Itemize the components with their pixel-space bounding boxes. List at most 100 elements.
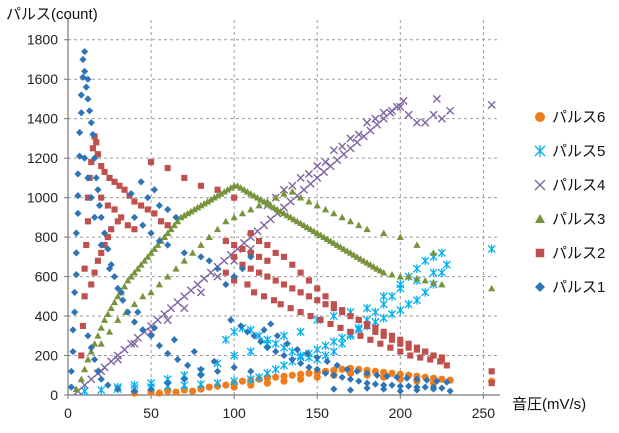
data-point	[321, 341, 330, 350]
data-point	[279, 331, 289, 341]
data-point	[363, 379, 371, 387]
data-point	[163, 315, 172, 325]
data-point	[380, 332, 387, 339]
data-point	[379, 108, 388, 117]
data-point	[387, 106, 397, 115]
data-point	[272, 194, 280, 201]
data-point	[107, 261, 115, 269]
data-point	[97, 241, 105, 249]
data-point	[297, 194, 305, 201]
data-point	[383, 372, 391, 380]
data-point	[84, 332, 92, 340]
data-point	[430, 352, 437, 359]
data-point	[189, 387, 197, 395]
data-point	[76, 152, 84, 160]
data-point	[417, 354, 424, 361]
data-point	[197, 182, 204, 189]
data-point	[217, 190, 225, 197]
data-point	[289, 285, 296, 292]
y-tick-label: 400	[35, 308, 59, 324]
data-point	[87, 119, 95, 127]
data-point	[255, 372, 264, 382]
data-point	[190, 347, 198, 356]
data-point	[353, 138, 362, 147]
data-point	[346, 217, 355, 225]
data-point	[147, 332, 155, 340]
data-point	[180, 375, 188, 383]
data-point	[442, 260, 451, 270]
data-point	[200, 274, 209, 283]
data-point	[338, 373, 346, 381]
data-point	[213, 225, 222, 233]
data-point	[107, 304, 115, 312]
data-point	[147, 249, 155, 256]
y-tick-label: 200	[35, 348, 59, 364]
data-point	[197, 365, 205, 373]
data-point	[346, 144, 355, 153]
data-point	[338, 142, 347, 151]
data-point	[247, 265, 254, 272]
data-point	[118, 214, 125, 221]
data-point	[101, 168, 108, 176]
data-point	[131, 226, 138, 233]
data-point	[220, 256, 229, 265]
y-tick-label: 1000	[27, 190, 58, 206]
data-point	[339, 307, 346, 314]
data-point	[380, 328, 387, 335]
data-point	[256, 269, 263, 276]
data-point	[272, 347, 280, 356]
data-point	[91, 133, 98, 140]
data-point	[270, 297, 278, 304]
data-point	[259, 221, 269, 230]
data-point	[222, 381, 230, 389]
data-point	[114, 284, 122, 293]
data-point	[111, 178, 118, 185]
data-point	[297, 289, 304, 296]
data-point	[80, 381, 89, 390]
data-point	[166, 304, 176, 313]
data-point	[346, 375, 355, 383]
data-point	[399, 96, 408, 106]
data-point	[134, 308, 142, 316]
data-point	[239, 245, 246, 253]
data-point	[231, 194, 238, 201]
data-point	[104, 202, 111, 209]
data-point	[427, 356, 434, 363]
data-point	[174, 217, 182, 225]
data-point	[239, 261, 246, 268]
data-point	[263, 197, 271, 205]
data-point	[94, 257, 101, 264]
data-point	[346, 134, 355, 143]
data-point	[488, 368, 495, 375]
data-point	[355, 377, 363, 385]
data-point	[396, 387, 404, 395]
legend-marker	[534, 145, 546, 157]
legend-label: パルス2	[552, 245, 605, 262]
data-point	[421, 383, 429, 391]
data-point	[363, 225, 371, 233]
data-point	[271, 365, 280, 374]
data-point	[347, 312, 354, 320]
data-point	[429, 268, 438, 277]
data-point	[230, 383, 238, 391]
data-point	[412, 264, 421, 274]
data-point	[222, 217, 230, 225]
data-point	[98, 162, 105, 170]
data-point	[305, 197, 313, 205]
data-point	[114, 292, 122, 300]
data-point	[164, 164, 171, 172]
data-point	[346, 369, 355, 377]
data-point	[207, 196, 215, 203]
data-point	[104, 234, 111, 241]
data-point	[197, 201, 205, 209]
data-point	[313, 161, 322, 171]
data-point	[238, 209, 247, 217]
data-point	[280, 281, 288, 288]
data-point	[144, 194, 152, 202]
data-point	[373, 371, 381, 379]
data-point	[387, 291, 397, 301]
data-point	[305, 363, 313, 371]
legend-marker	[535, 112, 545, 122]
data-point	[164, 241, 172, 249]
